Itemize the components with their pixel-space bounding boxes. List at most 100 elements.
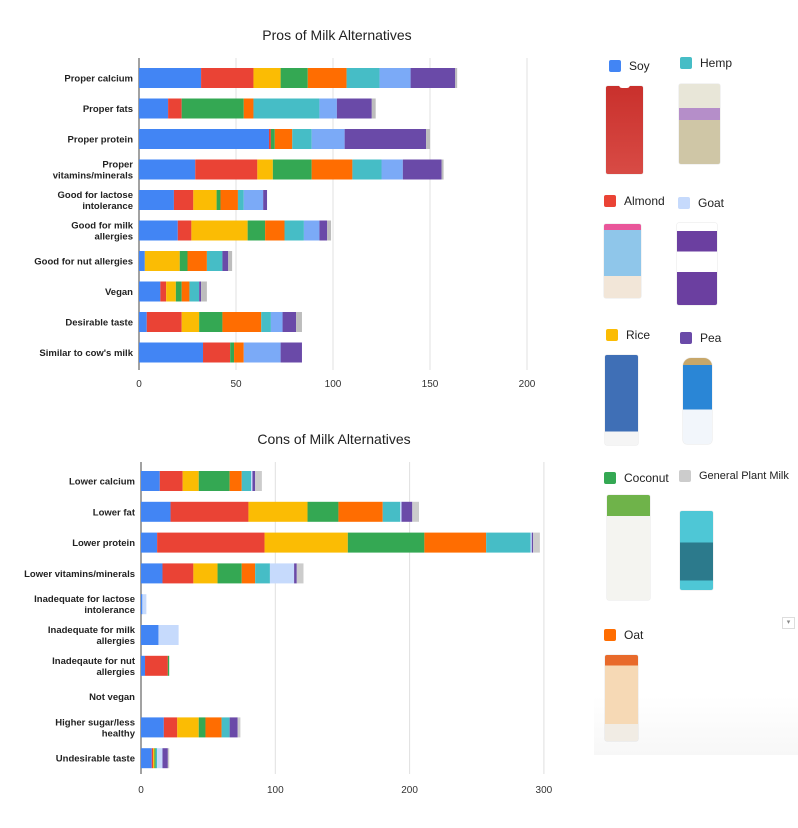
- category-label-line: Proper calcium: [64, 74, 133, 85]
- bar-segment-goat: [243, 342, 281, 363]
- bar-segment-rice: [166, 281, 176, 302]
- bar-segment-goat: [269, 563, 295, 584]
- bar-segment-coconut: [167, 655, 170, 676]
- legend-label: Soy: [629, 59, 650, 73]
- category-label-line: Proper: [102, 160, 133, 171]
- general-plant-milk-carton-image: [680, 511, 713, 590]
- legend-label: Hemp: [700, 56, 733, 70]
- category-label-line: intolerance: [84, 605, 135, 616]
- hemp-milk-carton-image: [679, 84, 720, 164]
- bar-segment-general-plant-milk: [327, 220, 332, 241]
- bar-segment-general-plant-milk: [296, 312, 302, 332]
- category-label-line: Lower fat: [93, 507, 136, 518]
- bar-segment-rice: [257, 159, 273, 180]
- bar-segment-goat: [243, 190, 264, 210]
- bar-segment-almond: [201, 68, 254, 88]
- category-label: Undesirable taste: [56, 754, 135, 765]
- bar-segment-pea: [336, 98, 372, 119]
- bar-segment-hemp: [346, 68, 380, 88]
- bar-segment-hemp: [352, 159, 382, 180]
- bar-segment-rice: [182, 471, 199, 491]
- bar-segment-rice: [253, 68, 281, 88]
- bar-segment-goat: [303, 220, 320, 241]
- bar-segment-general-plant-milk: [441, 159, 444, 180]
- category-label-line: Similar to cow's milk: [39, 348, 133, 359]
- category-label-line: Desirable taste: [65, 318, 133, 329]
- category-label: Inadequate for milk allergies: [48, 625, 136, 647]
- legend-label: Pea: [700, 331, 722, 345]
- bar-segment-hemp: [155, 748, 158, 769]
- category-label-line: Proper protein: [68, 135, 134, 146]
- bar-segment-soy: [139, 68, 202, 88]
- bar-segment-coconut: [198, 717, 206, 738]
- coconut-milk-carton-image: [607, 495, 650, 600]
- legend-label: General Plant Milk: [699, 470, 789, 482]
- bar-segment-soy: [139, 220, 178, 241]
- category-label-line: Lower calcium: [69, 477, 135, 488]
- bar-segment-hemp: [284, 220, 304, 241]
- category-label: Vegan: [105, 287, 133, 298]
- bar-segment-soy: [139, 312, 147, 332]
- dropdown-arrow-icon[interactable]: ▾: [782, 617, 795, 629]
- bar-segment-rice: [193, 190, 217, 210]
- legend-label: Rice: [626, 328, 651, 342]
- bar-segment-hemp: [292, 129, 312, 149]
- bar-segment-almond: [162, 563, 194, 584]
- bar-segment-soy: [139, 251, 145, 271]
- legend-item-almond: Almond: [604, 194, 665, 208]
- category-label-line: allergies: [96, 667, 135, 678]
- category-label: Good for milk allergies: [71, 221, 133, 243]
- bar-segment-coconut: [216, 190, 221, 210]
- bar-segment-hemp: [241, 471, 252, 491]
- category-label-line: Good for milk: [71, 221, 133, 232]
- legend-label: Goat: [698, 196, 725, 210]
- bar-segment-goat: [400, 501, 402, 522]
- legend-item-soy: Soy: [609, 59, 650, 73]
- bar-segment-coconut: [199, 312, 223, 332]
- almond-swatch-icon: [604, 195, 616, 207]
- bar-segment-almond: [146, 312, 182, 332]
- coconut-swatch-icon: [604, 472, 616, 484]
- bar-segment-coconut: [154, 748, 156, 769]
- bar-segment-hemp: [237, 190, 244, 210]
- goat-swatch-icon: [678, 197, 690, 209]
- soy-swatch-icon: [609, 60, 621, 72]
- bar-segment-pea: [222, 251, 229, 271]
- bar-segment-soy: [141, 501, 171, 522]
- x-tick-label: 150: [422, 379, 439, 390]
- general-swatch-icon: [679, 470, 691, 482]
- bar-segment-coconut: [270, 129, 275, 149]
- bar-segment-hemp: [206, 251, 223, 271]
- bar-segment-general-plant-milk: [296, 563, 304, 584]
- bar-segment-almond: [145, 655, 168, 676]
- bar-segment-pea: [280, 342, 302, 363]
- bar-segment-rice: [193, 563, 218, 584]
- bar-segment-soy: [141, 748, 152, 769]
- bar-segment-coconut: [280, 68, 308, 88]
- category-label-line: allergies: [94, 232, 133, 243]
- bar-segment-rice: [153, 748, 155, 769]
- category-label-line: Inadequate for lactose: [34, 594, 135, 605]
- bar-segment-general-plant-milk: [371, 98, 376, 119]
- bar-segment-pea: [531, 532, 534, 553]
- bar-segment-general-plant-milk: [237, 717, 241, 738]
- category-label: Inadequate for lactose intolerance: [34, 594, 135, 616]
- bar-segment-rice: [177, 717, 199, 738]
- bar-segment-coconut: [179, 251, 188, 271]
- bar-segment-pea: [229, 717, 238, 738]
- chart-pros: Pros of Milk Alternatives 0 50 100 150 200 Pro…: [34, 27, 535, 390]
- bar-segment-goat: [319, 98, 337, 119]
- category-label: Proper protein: [68, 135, 134, 146]
- chart-title: Cons of Milk Alternatives: [257, 431, 410, 447]
- category-label: Good for lactose intolerance: [58, 190, 133, 212]
- category-label-line: intolerance: [82, 201, 133, 212]
- bar-segment-almond: [268, 129, 271, 149]
- category-label-line: Good for nut allergies: [34, 257, 133, 268]
- bar-segment-almond: [151, 748, 154, 769]
- bar-segment-soy: [139, 190, 174, 210]
- bar-segment-oat: [187, 251, 207, 271]
- category-label-line: Vegan: [105, 287, 133, 298]
- category-label: Inadeqaute for nut allergies: [52, 656, 136, 678]
- bar-segment-rice: [181, 312, 200, 332]
- bar-segment-soy: [139, 342, 204, 363]
